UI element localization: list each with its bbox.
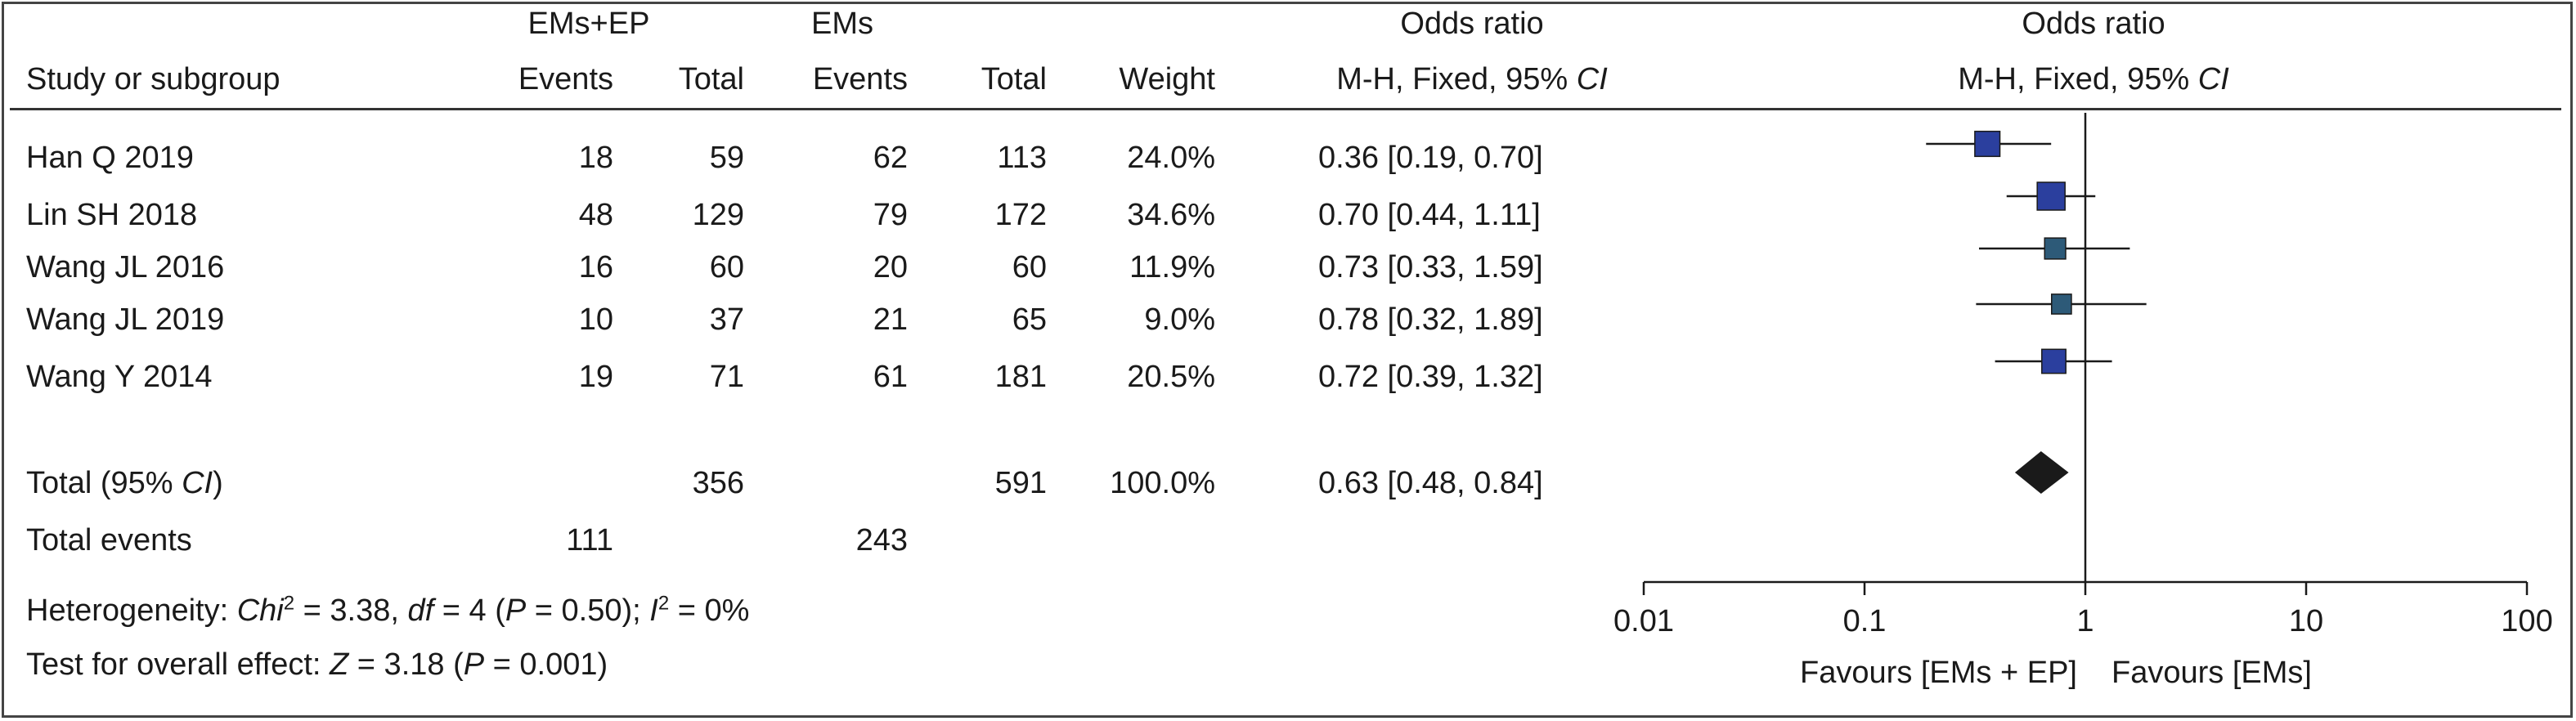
total1-cell: 60 <box>709 250 744 284</box>
x-tick-label: 100 <box>2501 604 2552 638</box>
total2-header: Total <box>981 62 1047 96</box>
weight-cell: 11.9% <box>1129 250 1215 284</box>
or-cell: 0.73 [0.33, 1.59] <box>1318 250 1543 284</box>
weight-header: Weight <box>1119 62 1215 96</box>
events1-header: Events <box>518 62 613 96</box>
study-row: Han Q 2019 18 59 62 113 24.0% 0.36 [0.19… <box>0 139 1636 177</box>
study-column-header: Study or subgroup <box>26 62 280 96</box>
study-name: Lin SH 2018 <box>26 198 198 232</box>
study-square <box>2041 348 2067 374</box>
study-name: Han Q 2019 <box>26 141 194 175</box>
or-cell: 0.70 [0.44, 1.11] <box>1318 198 1541 232</box>
x-tick-label: 1 <box>2076 604 2094 638</box>
events2-cell: 79 <box>873 198 908 232</box>
study-row: Wang JL 2019 10 37 21 65 9.0% 0.78 [0.32… <box>0 301 1636 338</box>
total2-cell: 65 <box>1012 302 1047 337</box>
favours-left-label: Favours [EMs + EP] <box>1800 656 2077 690</box>
or-title-left: Odds ratio <box>1400 7 1544 41</box>
events2-cell: 21 <box>873 302 908 337</box>
study-row: Lin SH 2018 48 129 79 172 34.6% 0.70 [0.… <box>0 196 1636 234</box>
method-header-left: M-H, Fixed, 95% CI <box>1336 62 1608 96</box>
total1-cell: 37 <box>709 302 744 337</box>
total2-cell: 591 <box>994 466 1047 500</box>
total-events-label: Total events <box>26 523 192 558</box>
events1-cell: 18 <box>578 141 613 175</box>
study-square <box>2044 237 2067 260</box>
study-row: Wang Y 2014 19 71 61 181 20.5% 0.72 [0.3… <box>0 358 1636 396</box>
total1-header: Total <box>678 62 744 96</box>
total1-cell: 356 <box>692 466 744 500</box>
x-tick-label: 0.01 <box>1613 604 1674 638</box>
events2-cell: 62 <box>873 141 908 175</box>
total1-cell: 59 <box>709 141 744 175</box>
favours-right-label: Favours [EMs] <box>2112 656 2312 690</box>
method-header-right: M-H, Fixed, 95% CI <box>1958 62 2229 96</box>
weight-cell: 34.6% <box>1127 198 1215 232</box>
or-title-right: Odds ratio <box>2022 7 2165 41</box>
total2-cell: 172 <box>994 198 1047 232</box>
weight-cell: 20.5% <box>1127 360 1215 394</box>
header-divider <box>10 108 2561 110</box>
study-name: Wang Y 2014 <box>26 360 213 394</box>
x-tick-label: 10 <box>2289 604 2323 638</box>
study-square <box>2036 181 2066 211</box>
weight-cell: 9.0% <box>1144 302 1215 337</box>
weight-cell: 24.0% <box>1127 141 1215 175</box>
events1-cell: 16 <box>578 250 613 284</box>
heterogeneity-text: Heterogeneity: Chi2 = 3.38, df = 4 (P = … <box>26 592 750 628</box>
study-square <box>2051 293 2072 315</box>
events2-cell: 61 <box>873 360 908 394</box>
total2-cell: 113 <box>997 141 1047 175</box>
total1-cell: 71 <box>709 360 744 394</box>
study-row: Wang JL 2016 16 60 20 60 11.9% 0.73 [0.3… <box>0 249 1636 286</box>
or-cell: 0.78 [0.32, 1.89] <box>1318 302 1543 337</box>
or-cell: 0.72 [0.39, 1.32] <box>1318 360 1543 394</box>
events1-cell: 19 <box>578 360 613 394</box>
group1-header: EMs+EP <box>527 7 650 41</box>
or-cell: 0.36 [0.19, 0.70] <box>1318 141 1543 175</box>
total-events1-cell: 111 <box>566 523 613 558</box>
total-events-row: Total events 111 243 <box>0 522 1636 559</box>
events2-header: Events <box>812 62 908 96</box>
total-label: Total (95% CI) <box>26 466 223 500</box>
group2-header: EMs <box>811 7 873 41</box>
or-cell: 0.63 [0.48, 0.84] <box>1318 466 1543 500</box>
weight-cell: 100.0% <box>1110 466 1215 500</box>
study-name: Wang JL 2019 <box>26 302 225 337</box>
events1-cell: 48 <box>578 198 613 232</box>
total1-cell: 129 <box>692 198 744 232</box>
study-name: Wang JL 2016 <box>26 250 225 284</box>
x-tick-label: 0.1 <box>1843 604 1887 638</box>
total-events2-cell: 243 <box>855 523 908 558</box>
pooled-diamond <box>2014 451 2069 494</box>
total-row: Total (95% CI) 356 591 100.0% 0.63 [0.48… <box>0 464 1636 502</box>
total2-cell: 181 <box>994 360 1047 394</box>
events2-cell: 20 <box>873 250 908 284</box>
events1-cell: 10 <box>578 302 613 337</box>
study-square <box>1974 130 2001 158</box>
total2-cell: 60 <box>1012 250 1047 284</box>
overall-effect-text: Test for overall effect: Z = 3.18 (P = 0… <box>26 647 608 682</box>
